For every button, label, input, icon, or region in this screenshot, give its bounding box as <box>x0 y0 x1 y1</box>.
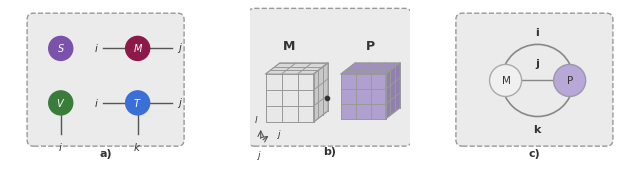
Text: c): c) <box>529 149 540 159</box>
Text: $\mathsf{P}$: $\mathsf{P}$ <box>566 74 573 87</box>
Circle shape <box>554 64 586 96</box>
Text: $\mathbf{i}$: $\mathbf{i}$ <box>535 26 540 38</box>
Text: $i$: $i$ <box>93 97 99 109</box>
Text: $j$: $j$ <box>276 128 281 141</box>
Circle shape <box>125 36 150 61</box>
Circle shape <box>125 91 150 115</box>
FancyBboxPatch shape <box>248 8 412 146</box>
Text: $T$: $T$ <box>133 97 142 109</box>
Circle shape <box>490 64 522 96</box>
Polygon shape <box>266 63 328 74</box>
Circle shape <box>49 36 73 61</box>
Text: $\mathbf{k}$: $\mathbf{k}$ <box>532 123 543 135</box>
Text: $S$: $S$ <box>57 42 65 54</box>
Text: $\mathsf{M}$: $\mathsf{M}$ <box>500 74 511 87</box>
Text: $j$: $j$ <box>257 149 262 162</box>
FancyBboxPatch shape <box>27 13 184 146</box>
Text: $j$: $j$ <box>177 41 183 55</box>
Text: $l$: $l$ <box>253 114 258 125</box>
Polygon shape <box>341 63 400 74</box>
Text: $j$: $j$ <box>177 96 183 110</box>
Polygon shape <box>386 63 400 119</box>
Text: $i$: $i$ <box>93 42 99 54</box>
Text: $\mathbf{j}$: $\mathbf{j}$ <box>535 57 540 71</box>
Text: $V$: $V$ <box>56 97 65 109</box>
Text: $k$: $k$ <box>134 141 142 153</box>
Polygon shape <box>314 63 328 122</box>
Text: a): a) <box>99 149 112 159</box>
Circle shape <box>49 91 73 115</box>
Text: b): b) <box>323 147 336 157</box>
Text: M: M <box>284 40 296 53</box>
FancyBboxPatch shape <box>456 13 613 146</box>
Text: $M$: $M$ <box>132 42 143 54</box>
Polygon shape <box>341 74 386 119</box>
Text: P: P <box>366 40 375 53</box>
Polygon shape <box>266 74 314 122</box>
Text: $i$: $i$ <box>58 141 63 153</box>
